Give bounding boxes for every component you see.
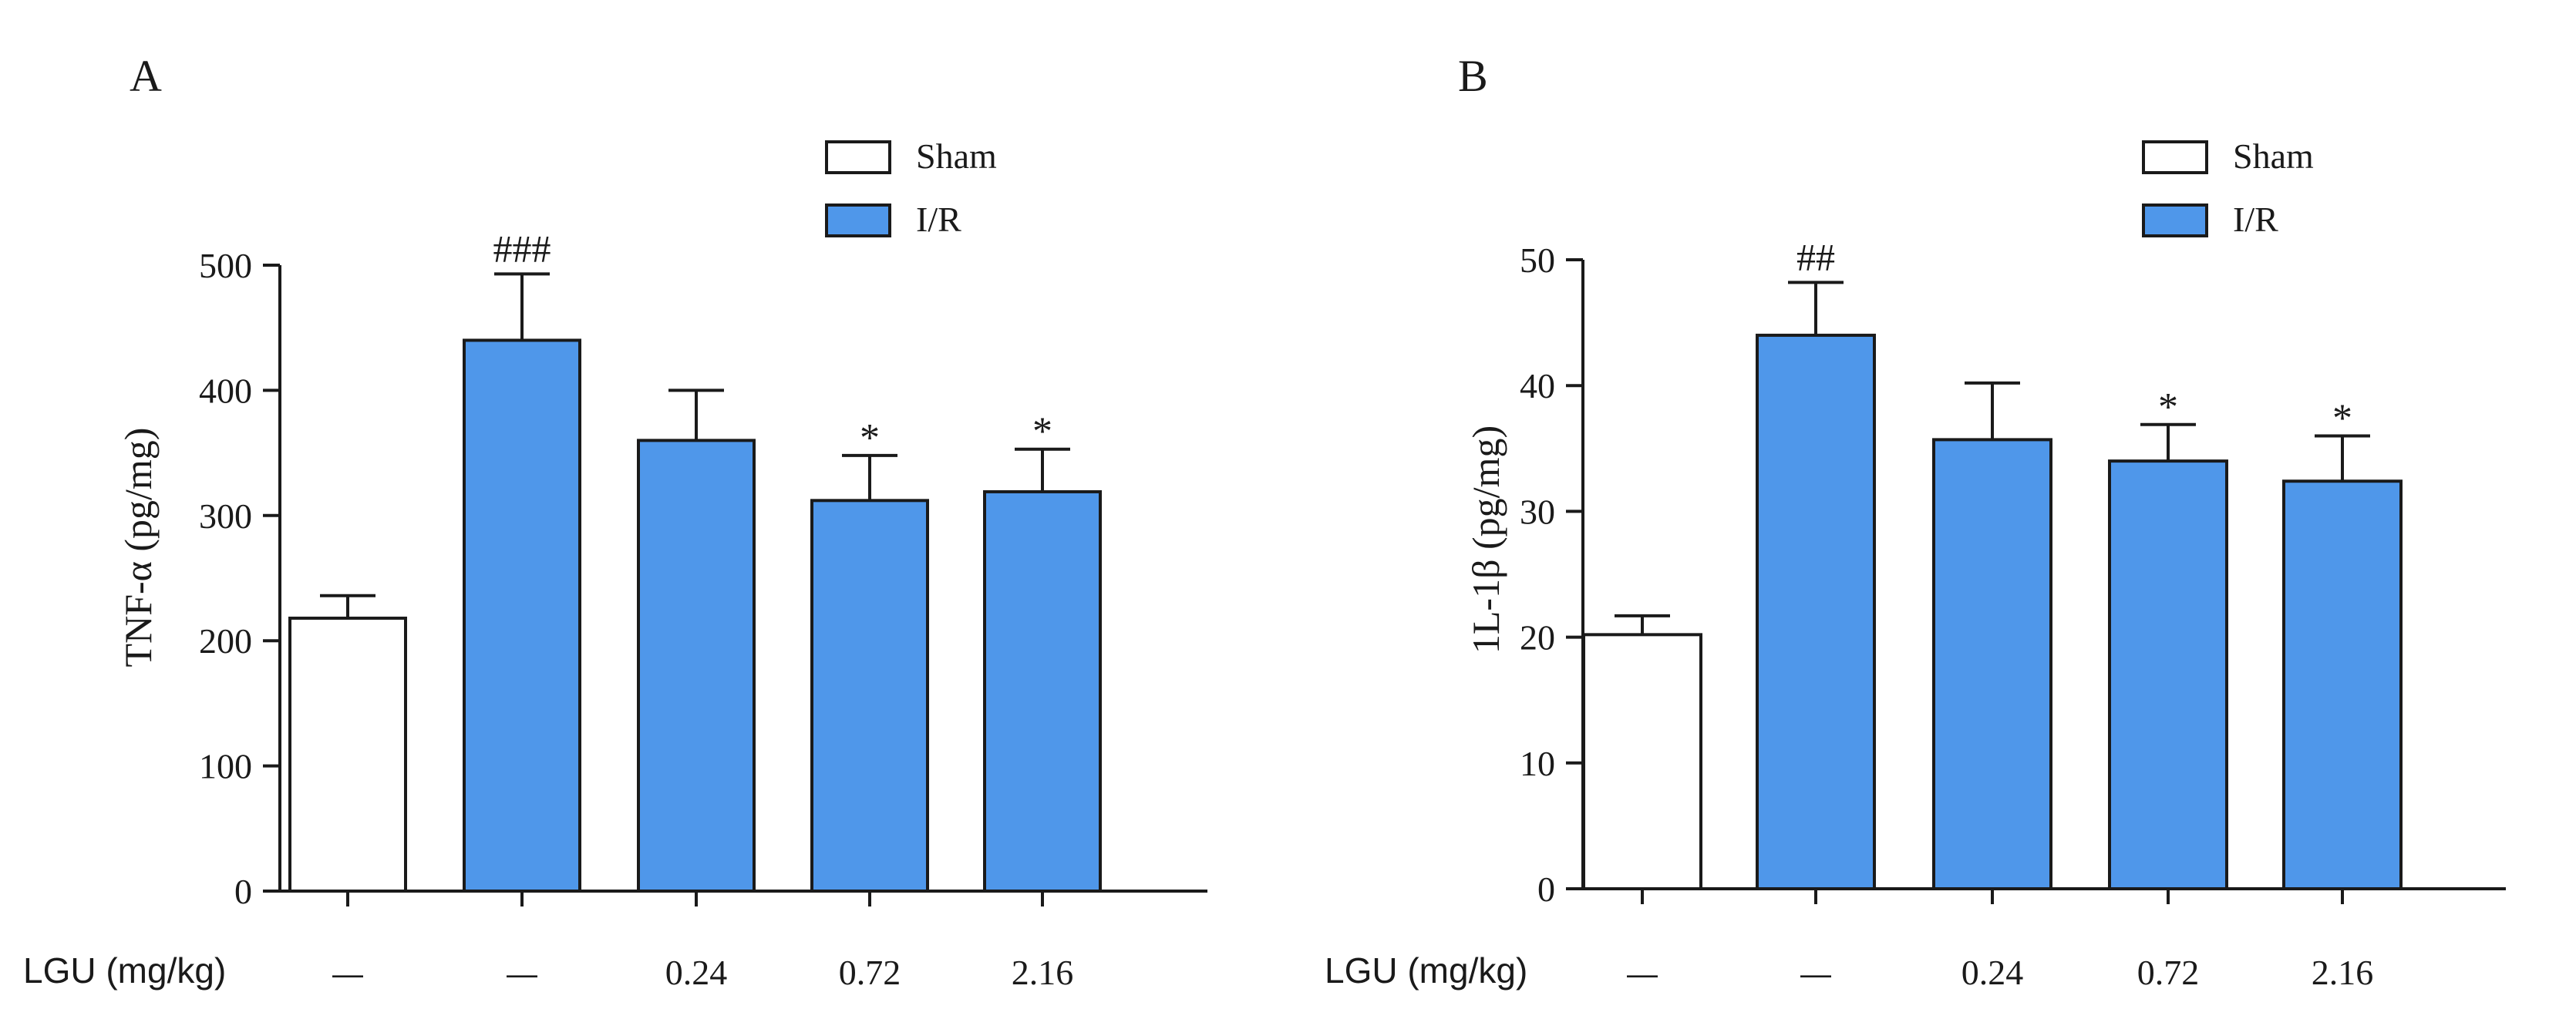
x-category-label: 0.24 [665,953,728,992]
x-category-label: 0.72 [2137,953,2200,992]
y-tick-label: 20 [1520,618,1555,658]
x-axis-title: LGU (mg/kg) [23,950,226,991]
y-tick-label: 50 [1520,240,1555,280]
y-axis-title: 1L-1β (pg/mg) [1464,426,1507,654]
panel-label: A [130,51,162,101]
x-category-label: 2.16 [1012,953,1074,992]
legend-swatch-ir [2142,204,2208,237]
bar [1582,633,1702,890]
y-ticks: 0 10 20 30 40 50 [1520,240,1583,909]
legend: Sham I/R [825,136,997,239]
legend-swatch-sham [825,140,891,174]
legend-label-ir: I/R [916,200,961,239]
y-tick-label: 30 [1520,492,1555,531]
bar [810,499,929,893]
x-category-label: — [1627,957,1658,991]
x-category-label: — [507,957,537,991]
significance-label: * [2332,396,2352,440]
y-tick-label: 400 [199,371,252,410]
x-category-label: 0.24 [1961,953,2024,992]
y-tick-label: 200 [199,621,252,661]
y-tick-label: 0 [1537,870,1555,909]
legend-swatch-ir [825,204,891,237]
y-tick-label: 40 [1520,366,1555,405]
significance-label: ## [1796,235,1835,278]
bar [637,439,756,893]
x-category-label: 2.16 [2312,953,2374,992]
bar [983,489,1102,893]
legend-label-sham: Sham [2233,136,2314,176]
bar [463,338,581,893]
bars: ## * * [1582,235,2403,904]
significance-label: * [1032,410,1052,454]
bar [1756,333,1876,891]
panel-b: B Sham I/R 1L-1β (pg/mg) 0 10 20 30 40 50 ## *… [1325,51,2506,992]
legend: Sham I/R [2142,136,2314,239]
x-category-label: 0.72 [839,953,901,992]
panel-label: B [1458,51,1488,101]
y-tick-label: 300 [199,496,252,536]
bar [288,616,407,893]
y-tick-label: 100 [199,747,252,786]
x-category-label: — [332,957,363,991]
y-tick-label: 500 [199,246,252,285]
bar [2108,459,2228,890]
x-axis-title: LGU (mg/kg) [1325,950,1527,991]
bars: ### * * [288,227,1102,906]
x-categories: — — 0.24 0.72 2.16 [1627,953,2373,992]
panel-a: A Sham I/R TNF-α (pg/mg) 0 100 200 300 400 50… [23,51,1207,992]
significance-label: * [2158,385,2178,429]
x-categories: — — 0.24 0.72 2.16 [332,953,1073,992]
legend-label-ir: I/R [2233,200,2278,239]
significance-label: * [860,416,880,460]
bar [2282,479,2403,890]
x-category-label: — [1800,957,1831,991]
legend-label-sham: Sham [916,136,997,176]
y-tick-label: 0 [234,872,252,911]
legend-swatch-sham [2142,140,2208,174]
significance-label: ### [493,227,551,270]
bar [1932,438,2052,890]
y-ticks: 0 100 200 300 400 500 [199,246,280,911]
y-axis-title: TNF-α (pg/mg) [116,428,160,668]
y-tick-label: 10 [1520,744,1555,783]
